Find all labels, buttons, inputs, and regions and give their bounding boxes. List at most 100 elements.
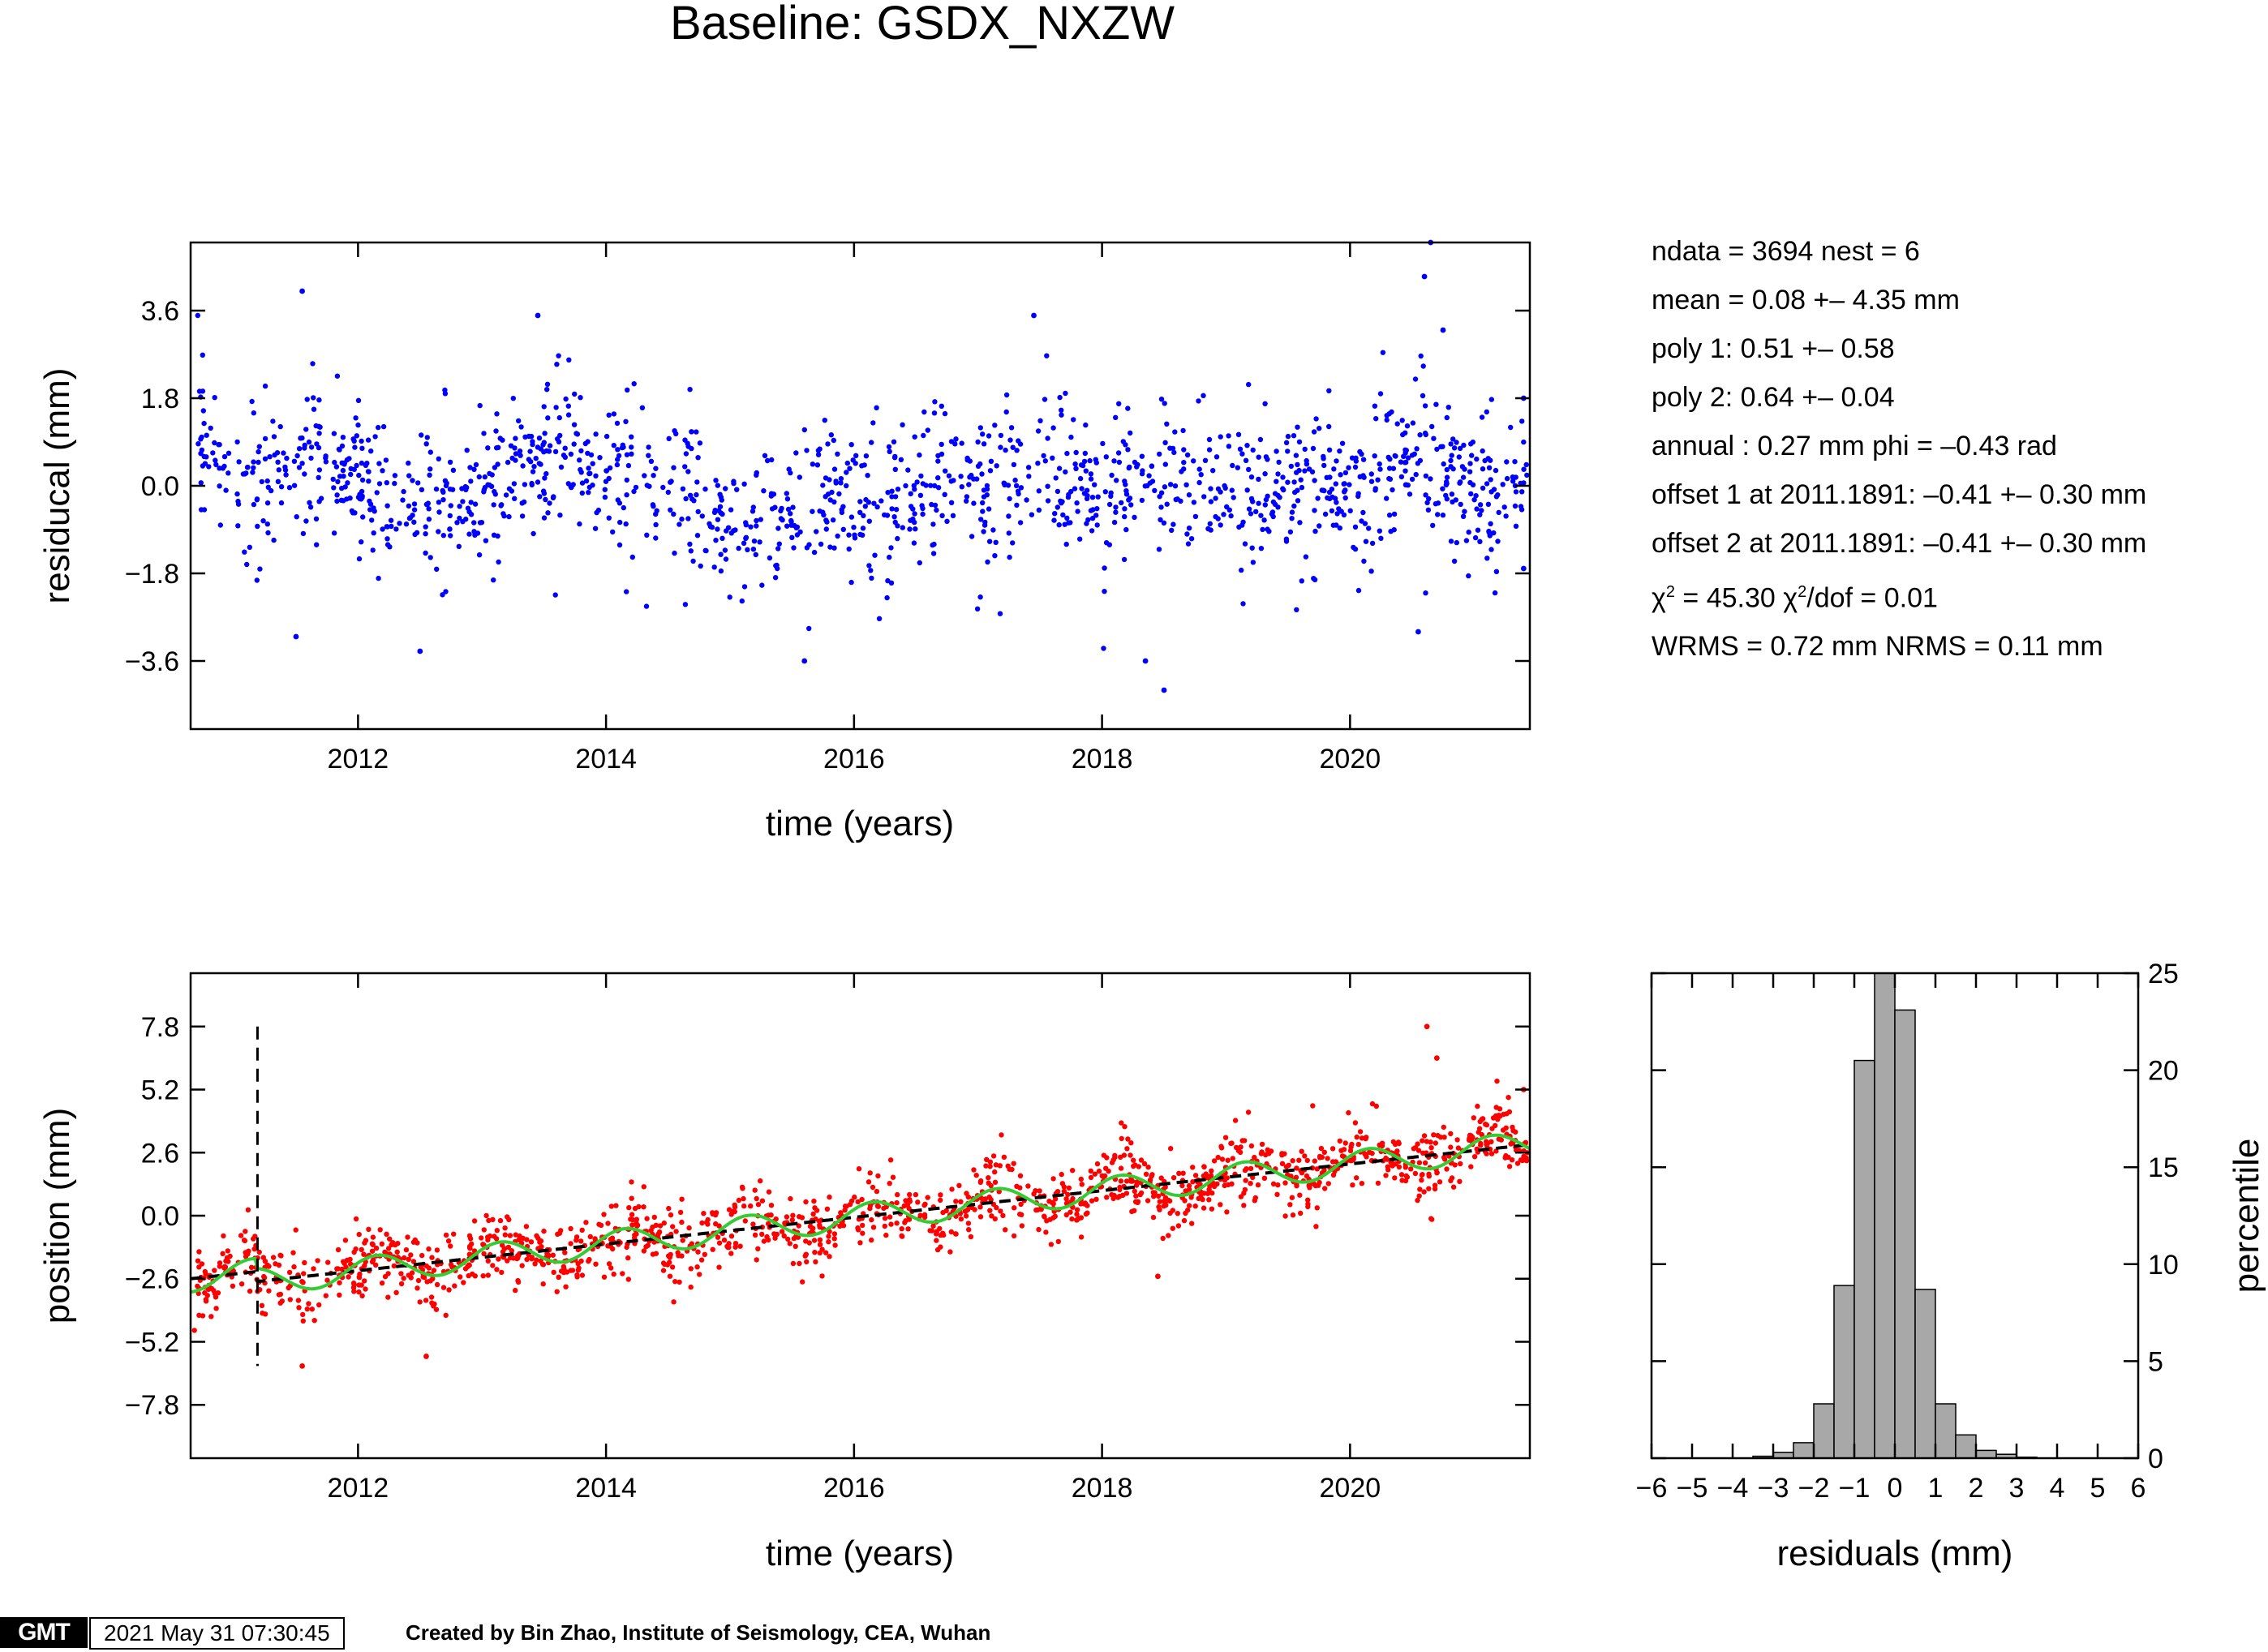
residual-point xyxy=(1485,456,1491,461)
residual-point xyxy=(196,388,203,394)
residual-point xyxy=(653,535,659,541)
position-point xyxy=(370,1234,376,1240)
position-point xyxy=(387,1236,393,1242)
position-point xyxy=(301,1271,307,1277)
residual-point xyxy=(1113,504,1119,510)
position-point xyxy=(695,1249,701,1255)
position-point xyxy=(1104,1195,1110,1200)
position-point xyxy=(347,1256,353,1263)
residual-point xyxy=(908,517,913,523)
residual-point xyxy=(200,408,206,414)
residual-point xyxy=(727,594,732,600)
residual-point xyxy=(1487,533,1493,539)
residual-point xyxy=(1334,458,1339,464)
position-point xyxy=(666,1205,672,1212)
position-point xyxy=(641,1248,647,1254)
position-point xyxy=(430,1276,436,1282)
residual-point xyxy=(1480,485,1486,491)
residual-point xyxy=(1390,487,1395,493)
residual-point xyxy=(1448,539,1454,544)
residual-point xyxy=(359,438,364,444)
position-point xyxy=(903,1218,908,1224)
position-point xyxy=(1346,1109,1351,1116)
position-point xyxy=(429,1255,435,1260)
position-point xyxy=(434,1281,440,1288)
position-point xyxy=(887,1214,893,1220)
position-point xyxy=(629,1179,634,1185)
residual-point xyxy=(1134,464,1140,470)
residual-point xyxy=(1087,457,1093,464)
residual-point xyxy=(1035,428,1042,434)
position-point xyxy=(346,1274,351,1280)
residual-point xyxy=(419,432,424,438)
residual-point xyxy=(417,648,423,654)
residual-point xyxy=(1045,483,1050,489)
residual-point xyxy=(1242,541,1248,547)
position-point xyxy=(573,1234,580,1240)
residual-point xyxy=(1504,459,1510,465)
position-point xyxy=(848,1198,855,1204)
residual-point xyxy=(1449,491,1455,497)
position-point xyxy=(1131,1157,1136,1163)
residual-point xyxy=(597,455,603,461)
position-point xyxy=(1047,1216,1053,1222)
position-point xyxy=(300,1280,306,1285)
residual-point xyxy=(977,425,984,431)
residual-point xyxy=(602,494,608,500)
position-point xyxy=(608,1265,614,1271)
position-point xyxy=(1061,1188,1067,1195)
position-point xyxy=(1479,1117,1484,1122)
residual-point xyxy=(1413,471,1419,478)
position-point xyxy=(443,1312,449,1319)
residual-point xyxy=(1484,409,1490,415)
residual-point xyxy=(259,478,264,485)
residual-point xyxy=(1309,469,1316,474)
position-point xyxy=(817,1250,823,1256)
residual-point xyxy=(1239,451,1245,457)
residual-point xyxy=(1510,474,1516,480)
position-point xyxy=(1299,1148,1304,1154)
position-point xyxy=(790,1260,797,1267)
residual-point xyxy=(1418,353,1424,359)
position-point xyxy=(1038,1207,1044,1212)
residual-point xyxy=(1444,479,1450,485)
residual-point xyxy=(565,412,572,418)
position-point xyxy=(824,1206,831,1212)
position-point xyxy=(901,1203,908,1209)
residual-point xyxy=(467,465,473,470)
position-point xyxy=(1248,1181,1253,1186)
residual-point xyxy=(586,490,591,496)
residual-point xyxy=(307,500,312,505)
position-point xyxy=(1493,1105,1499,1110)
position-point xyxy=(479,1235,484,1241)
position-point xyxy=(1201,1205,1207,1211)
position-point xyxy=(361,1251,367,1257)
residual-point xyxy=(536,461,542,466)
position-point xyxy=(1412,1170,1419,1177)
position-point xyxy=(1350,1182,1355,1188)
position-point xyxy=(523,1224,530,1229)
residual-point xyxy=(477,402,483,409)
residual-point xyxy=(1196,398,1201,404)
residual-point xyxy=(496,559,501,565)
position-point xyxy=(213,1306,219,1311)
residual-point xyxy=(1411,451,1418,457)
residual-point xyxy=(831,466,838,472)
position-point xyxy=(385,1294,391,1300)
residual-point xyxy=(1262,502,1269,508)
residual-point xyxy=(958,474,964,479)
residual-point xyxy=(1007,437,1013,443)
position-point xyxy=(524,1237,530,1242)
position-point xyxy=(1471,1154,1478,1160)
position-point xyxy=(1259,1149,1265,1155)
residual-point xyxy=(578,470,584,475)
residual-point xyxy=(513,457,518,463)
position-point xyxy=(505,1258,510,1264)
residual-point xyxy=(1384,417,1390,423)
position-point xyxy=(1241,1203,1247,1208)
position-point xyxy=(1033,1207,1039,1213)
position-point xyxy=(246,1248,251,1254)
position-point xyxy=(1363,1152,1368,1158)
